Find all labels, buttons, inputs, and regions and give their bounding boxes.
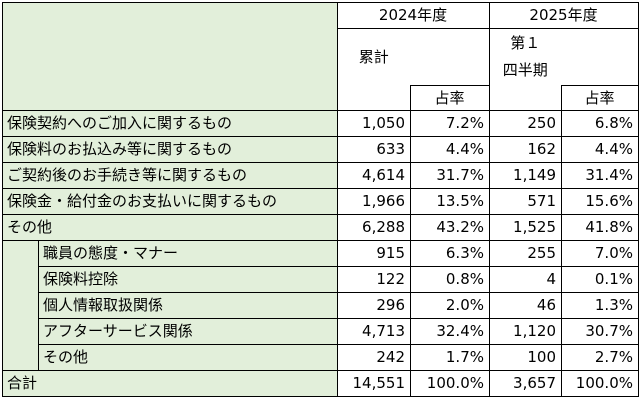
fy2024-cumulative-value: 915 [337, 240, 411, 267]
table-row: 保険契約へのご加入に関するもの 1,050 7.2% 250 6.8% [2, 110, 639, 137]
fy2025-q1-value: 1,149 [489, 162, 562, 189]
table-row-sub: 個人情報取扱関係 296 2.0% 46 1.3% [3, 292, 639, 319]
fy2024-share-value: 0.8% [410, 266, 490, 293]
table-row-sub: 職員の態度・マナー 915 6.3% 255 7.0% [2, 240, 639, 371]
fy2025-share-total: 100.0% [561, 370, 639, 397]
fy2025-q1-value: 571 [489, 188, 562, 215]
table-row-sub: その他 242 1.7% 100 2.7% [3, 344, 639, 371]
category-label: 保険金・給付金のお支払いに関するもの [2, 188, 338, 215]
fy2024-cumulative-total: 14,551 [337, 370, 411, 397]
total-label: 合計 [2, 370, 338, 397]
table-row: 保険料のお払込み等に関するもの 633 4.4% 162 4.4% [2, 136, 639, 163]
fy2024-cumulative-value: 242 [337, 344, 411, 371]
complaints-table: 2024年度 2025年度 累計 第１ 四半期 占率 占率 保険契約へのご加入に… [2, 2, 639, 397]
fy2024-cumulative-value: 4,713 [337, 318, 411, 345]
header-fy2024-cumulative: 累計 [337, 28, 411, 86]
fy2025-q1-value: 100 [489, 344, 562, 371]
table-row: ご契約後のお手続き等に関するもの 4,614 31.7% 1,149 31.4% [2, 162, 639, 189]
fy2024-share-value: 1.7% [410, 344, 490, 371]
fy2024-cumulative-value: 1,966 [337, 188, 411, 215]
fy2025-share-value: 1.3% [561, 292, 639, 319]
header-fy2025-quarter-line1: 第１ [510, 34, 541, 53]
fy2025-share-value: 0.1% [561, 266, 639, 293]
fy2024-cumulative-value: 296 [337, 292, 411, 319]
fy2024-share-value: 43.2% [410, 214, 490, 241]
table-body: 2024年度 2025年度 累計 第１ 四半期 占率 占率 保険契約へのご加入に… [2, 2, 639, 397]
fy2024-cumulative-value: 6,288 [337, 214, 411, 241]
sub-category-label: 保険料控除 [38, 266, 338, 293]
fy2025-share-value: 41.8% [561, 214, 639, 241]
fy2025-q1-value: 1,120 [489, 318, 562, 345]
fy2024-cumulative-value: 4,614 [337, 162, 411, 189]
fy2024-share-total: 100.0% [410, 370, 490, 397]
indent-cell [2, 240, 39, 371]
fy2025-share-value: 4.4% [561, 136, 639, 163]
header-fy2024-share: 占率 [410, 85, 490, 111]
sub-category-label: 個人情報取扱関係 [38, 292, 338, 319]
table-row-sub: 保険料控除 122 0.8% 4 0.1% [3, 266, 639, 293]
fy2025-share-value: 31.4% [561, 162, 639, 189]
table-row-sub: アフターサービス関係 4,713 32.4% 1,120 30.7% [3, 318, 639, 345]
category-label: 保険契約へのご加入に関するもの [2, 110, 338, 137]
fy2024-cumulative-value: 633 [337, 136, 411, 163]
header-fy2025-quarter-blank [489, 85, 562, 111]
table-row-other: その他 6,288 43.2% 1,525 41.8% [2, 214, 639, 241]
header-fy2025: 2025年度 [489, 2, 639, 29]
table-row: 保険金・給付金のお支払いに関するもの 1,966 13.5% 571 15.6% [2, 188, 639, 215]
table-row-total: 合計 14,551 100.0% 3,657 100.0% [2, 370, 639, 397]
fy2025-share-value: 30.7% [561, 318, 639, 345]
fy2024-share-value: 13.5% [410, 188, 490, 215]
category-label: ご契約後のお手続き等に関するもの [2, 162, 338, 189]
category-label: その他 [2, 214, 338, 241]
header-fy2024-share-top-blank [410, 28, 490, 86]
header-fy2025-quarter: 第１ 四半期 [489, 28, 562, 86]
header-fy2025-quarter-line2: 四半期 [502, 61, 548, 80]
fy2024-share-value: 6.3% [410, 240, 490, 267]
fy2025-share-value: 6.8% [561, 110, 639, 137]
fy2025-share-value: 15.6% [561, 188, 639, 215]
fy2025-q1-total: 3,657 [489, 370, 562, 397]
header-row-period: 累計 第１ 四半期 [3, 28, 639, 86]
fy2024-cumulative-value: 1,050 [337, 110, 411, 137]
header-fy2024: 2024年度 [337, 2, 490, 29]
fy2024-share-value: 7.2% [410, 110, 490, 137]
fy2024-share-value: 2.0% [410, 292, 490, 319]
fy2024-share-value: 32.4% [410, 318, 490, 345]
fy2024-cumulative-value: 122 [337, 266, 411, 293]
fy2025-q1-value: 255 [489, 240, 562, 267]
sub-category-label: 職員の態度・マナー [38, 240, 338, 267]
fy2025-share-value: 7.0% [561, 240, 639, 267]
header-fy2025-share-top-blank [561, 28, 639, 86]
fy2025-q1-value: 162 [489, 136, 562, 163]
header-corner-cell [2, 2, 338, 111]
fy2024-share-value: 31.7% [410, 162, 490, 189]
fy2025-q1-value: 1,525 [489, 214, 562, 241]
header-row-fiscal-year: 2024年度 2025年度 [2, 2, 639, 111]
category-label: 保険料のお払込み等に関するもの [2, 136, 338, 163]
sub-category-label: その他 [38, 344, 338, 371]
fy2024-share-value: 4.4% [410, 136, 490, 163]
fy2025-q1-value: 250 [489, 110, 562, 137]
fy2025-q1-value: 46 [489, 292, 562, 319]
fy2025-share-value: 2.7% [561, 344, 639, 371]
header-row-share: 占率 占率 [3, 85, 639, 111]
sub-category-label: アフターサービス関係 [38, 318, 338, 345]
fy2025-q1-value: 4 [489, 266, 562, 293]
header-fy2024-cumulative-blank [337, 85, 411, 111]
header-fy2025-share: 占率 [561, 85, 639, 111]
